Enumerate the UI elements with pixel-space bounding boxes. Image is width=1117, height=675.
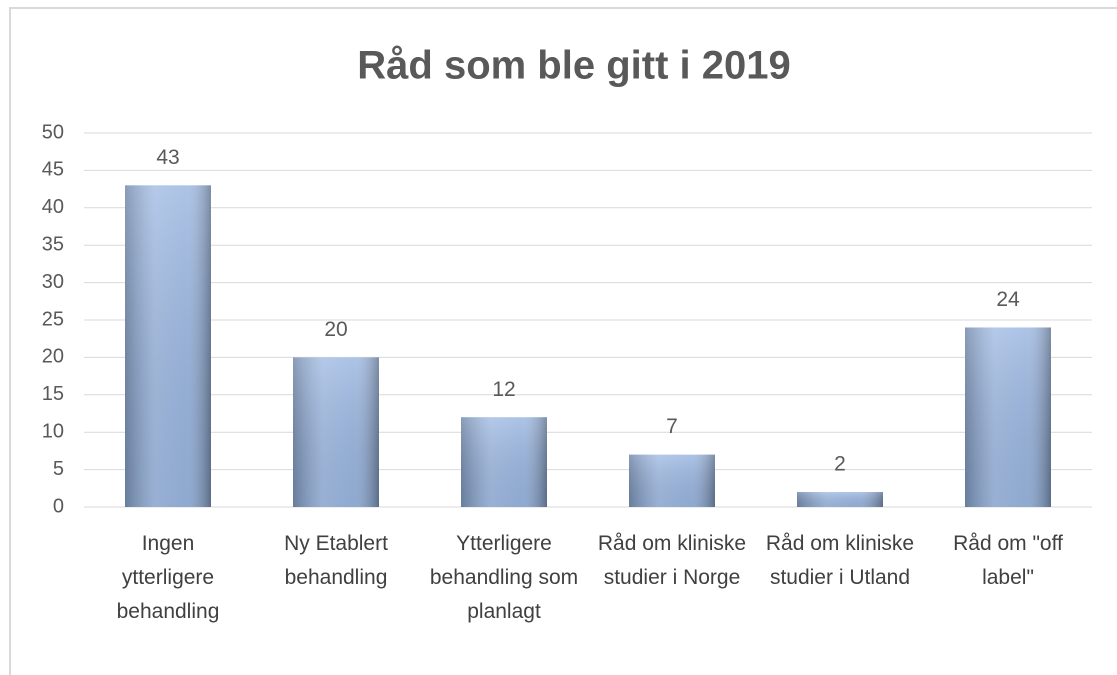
y-tick-label: 10: [42, 420, 64, 442]
x-tick-label: Ny Etablert behandling: [284, 532, 388, 589]
data-label: 24: [996, 288, 1020, 311]
y-tick-label: 40: [42, 196, 64, 218]
data-label: 2: [834, 453, 846, 476]
y-tick-label: 30: [42, 271, 64, 293]
y-tick-label: 50: [42, 121, 64, 143]
bar-shade: [629, 454, 715, 507]
y-tick-label: 35: [42, 233, 64, 255]
bar-shade: [797, 492, 883, 507]
y-tick-label: 25: [42, 308, 64, 330]
data-label: 12: [492, 378, 515, 401]
y-tick-label: 20: [42, 346, 64, 368]
data-label: 43: [156, 146, 179, 169]
bar-shade: [125, 185, 211, 508]
x-tick-label: Ingen ytterligere behandling: [116, 532, 220, 623]
x-tick-label: Råd om kliniske studier i Norge: [597, 532, 747, 589]
chart-border: [9, 7, 1117, 675]
data-label: 20: [324, 318, 347, 341]
bar-shade: [293, 357, 379, 507]
x-tick-label: Ytterligere behandling som planlagt: [429, 532, 579, 623]
y-tick-label: 0: [53, 495, 64, 517]
bar-shade: [461, 417, 547, 507]
x-tick-label: Råd om "off label": [953, 532, 1063, 589]
x-tick-label: Råd om kliniske studier i Utland: [765, 532, 915, 589]
y-tick-label: 45: [42, 159, 64, 181]
bar-shade: [965, 327, 1051, 507]
y-tick-label: 15: [42, 383, 64, 405]
data-label: 7: [666, 415, 678, 438]
chart-title: Råd som ble gitt i 2019: [357, 44, 790, 88]
y-tick-label: 5: [53, 458, 64, 480]
